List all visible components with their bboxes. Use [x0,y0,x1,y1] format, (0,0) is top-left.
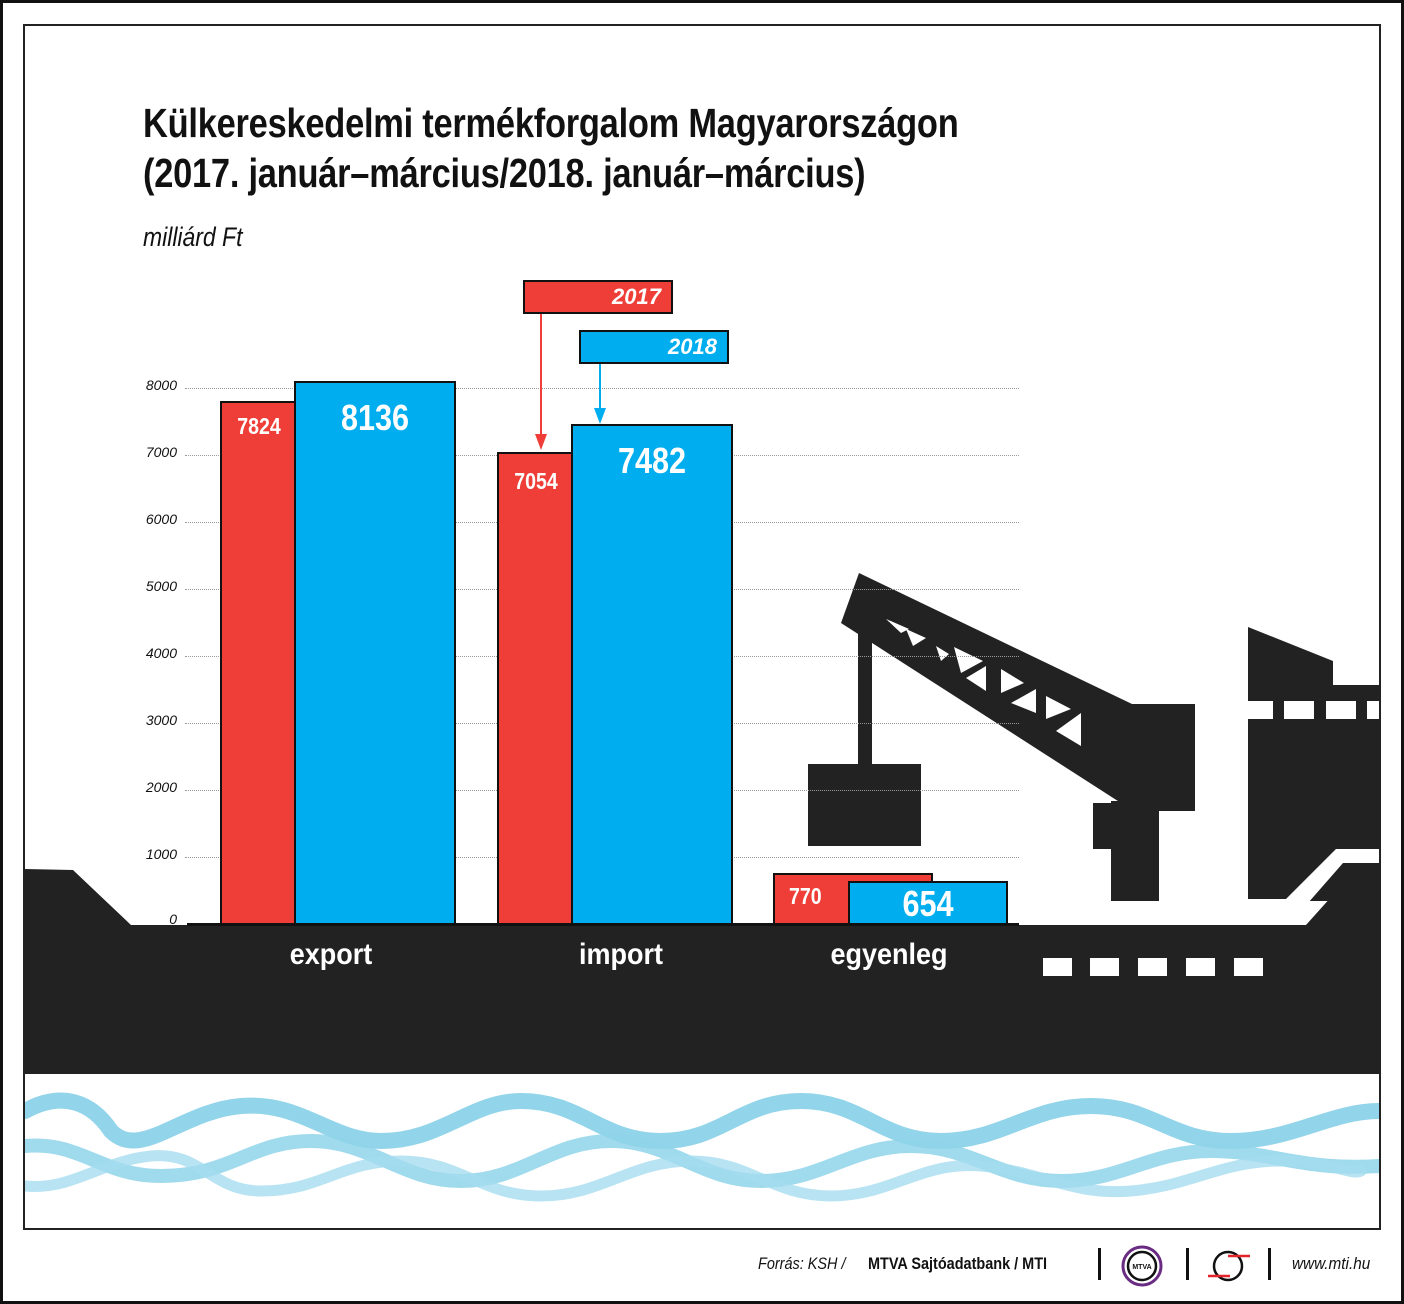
title-line-1: Külkereskedelmi termékforgalom Magyarors… [143,100,959,146]
category-label-import: import [578,938,663,971]
infographic-frame: Külkereskedelmi termékforgalom Magyarors… [23,24,1381,1230]
y-tick: 7000 [145,444,177,460]
legend-2018-label: 2018 [668,334,717,359]
ship-illustration [25,573,1379,1202]
bar-value: 770 [789,883,822,909]
y-tick: 5000 [145,578,177,594]
legend-2017: 2017 [523,280,673,314]
y-tick: 8000 [145,377,177,393]
bar-value: 654 [902,883,954,924]
bar-import-2018: 7482 [571,424,733,925]
footer-separator [1098,1248,1101,1280]
legend-2017-label: 2017 [612,284,661,309]
unit-label: milliárd Ft [143,222,243,252]
bar-export-2017: 7824 [220,401,298,925]
footer-separator [1186,1248,1189,1280]
title-line-2: (2017. január–március/2018. január–márci… [143,150,866,196]
y-tick: 4000 [145,645,177,661]
ship-hull [25,869,1379,1074]
bar-balance-2018: 654 [848,881,1008,925]
footer: Forrás: KSH / MTVA Sajtóadatbank / MTI M… [700,1245,1380,1287]
chart-title: Külkereskedelmi termékforgalom Magyarors… [143,98,959,198]
mti-logo-icon [1208,1250,1250,1282]
y-tick: 1000 [145,846,177,862]
y-tick: 2000 [145,779,177,795]
y-tick: 0 [169,911,177,927]
legend-2018: 2018 [579,330,729,364]
gridline [185,388,1019,389]
y-tick: 6000 [145,511,177,527]
bar-export-2018: 8136 [294,381,456,925]
mtva-logo-icon: MTVA [1121,1245,1163,1287]
bar-value: 7482 [617,440,687,481]
bar-value: 7054 [514,468,558,494]
mtva-logo-text: MTVA [1132,1264,1151,1271]
category-label-export: export [289,938,373,971]
bar-import-2017: 7054 [497,452,575,925]
portholes-icon [1043,958,1263,976]
footer-separator [1268,1248,1271,1280]
source-bold: MTVA Sajtóadatbank / MTI [868,1254,1048,1273]
bar-value: 8136 [340,397,410,438]
source-prefix: Forrás: KSH / [758,1254,846,1273]
crane-icon [808,573,1195,901]
waves-icon [25,1092,1379,1202]
category-label-balance: egyenleg [830,938,948,971]
y-tick: 3000 [145,712,177,728]
bar-value: 7824 [237,413,281,439]
superstructure-icon [1248,627,1379,901]
footer-url[interactable]: www.mti.hu [1292,1254,1371,1273]
